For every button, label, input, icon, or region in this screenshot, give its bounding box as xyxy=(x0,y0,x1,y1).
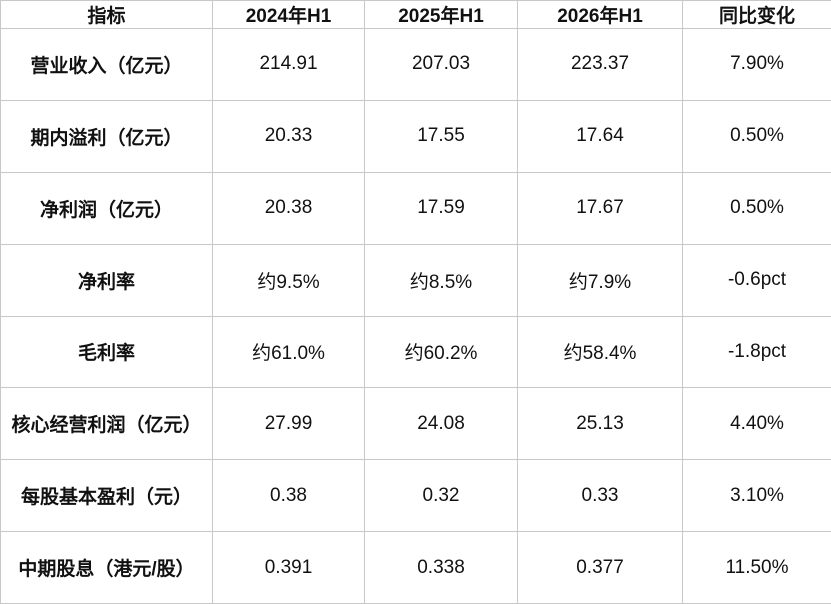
table-cell: 17.59 xyxy=(364,171,518,245)
table-cell: 0.32 xyxy=(364,459,518,533)
table-cell: 17.55 xyxy=(364,99,518,173)
table-row: 每股基本盈利（元） 0.38 0.32 0.33 3.10% xyxy=(0,459,831,533)
table-cell: 约8.5% xyxy=(364,243,518,317)
table-cell: 约60.2% xyxy=(364,315,518,389)
header-row: 指标 2024年H1 2025年H1 2026年H1 同比变化 xyxy=(0,0,831,29)
row-label: 期内溢利（亿元） xyxy=(0,99,213,173)
table-row: 毛利率 约61.0% 约60.2% 约58.4% -1.8pct xyxy=(0,315,831,389)
table-cell: 0.33 xyxy=(517,459,683,533)
header-cell: 2024年H1 xyxy=(212,0,365,29)
table-row: 期内溢利（亿元） 20.33 17.55 17.64 0.50% xyxy=(0,99,831,173)
row-label: 中期股息（港元/股） xyxy=(0,531,213,604)
table-cell: 0.50% xyxy=(682,171,831,245)
table-row: 净利率 约9.5% 约8.5% 约7.9% -0.6pct xyxy=(0,243,831,317)
row-label: 核心经营利润（亿元） xyxy=(0,387,213,461)
row-label: 毛利率 xyxy=(0,315,213,389)
table-cell: 7.90% xyxy=(682,28,831,101)
table-cell: 0.377 xyxy=(517,531,683,604)
row-label: 净利率 xyxy=(0,243,213,317)
table-cell: 约61.0% xyxy=(212,315,365,389)
table-cell: 4.40% xyxy=(682,387,831,461)
table-cell: 223.37 xyxy=(517,28,683,101)
header-cell: 同比变化 xyxy=(682,0,831,29)
table-cell: 0.38 xyxy=(212,459,365,533)
table-head: 指标 2024年H1 2025年H1 2026年H1 同比变化 xyxy=(0,0,831,29)
row-label: 每股基本盈利（元） xyxy=(0,459,213,533)
table-cell: 24.08 xyxy=(364,387,518,461)
table-cell: 20.33 xyxy=(212,99,365,173)
table-cell: 20.38 xyxy=(212,171,365,245)
table-cell: 约7.9% xyxy=(517,243,683,317)
table-cell: 27.99 xyxy=(212,387,365,461)
row-label: 净利润（亿元） xyxy=(0,171,213,245)
table-cell: 0.338 xyxy=(364,531,518,604)
table-cell: -1.8pct xyxy=(682,315,831,389)
table-row: 核心经营利润（亿元） 27.99 24.08 25.13 4.40% xyxy=(0,387,831,461)
table-row: 中期股息（港元/股） 0.391 0.338 0.377 11.50% xyxy=(0,531,831,604)
table-cell: 17.67 xyxy=(517,171,683,245)
table-cell: 0.391 xyxy=(212,531,365,604)
table-cell: 约9.5% xyxy=(212,243,365,317)
row-label: 营业收入（亿元） xyxy=(0,28,213,101)
table-cell: -0.6pct xyxy=(682,243,831,317)
header-cell: 2026年H1 xyxy=(517,0,683,29)
table-cell: 17.64 xyxy=(517,99,683,173)
table-cell: 207.03 xyxy=(364,28,518,101)
header-cell: 指标 xyxy=(0,0,213,29)
header-cell: 2025年H1 xyxy=(364,0,518,29)
table-body: 营业收入（亿元） 214.91 207.03 223.37 7.90% 期内溢利（亿元） 2… xyxy=(0,28,831,604)
table-cell: 11.50% xyxy=(682,531,831,604)
table-row: 营业收入（亿元） 214.91 207.03 223.37 7.90% xyxy=(0,28,831,101)
table-cell: 214.91 xyxy=(212,28,365,101)
table-cell: 25.13 xyxy=(517,387,683,461)
table-row: 净利润（亿元） 20.38 17.59 17.67 0.50% xyxy=(0,171,831,245)
table-cell: 0.50% xyxy=(682,99,831,173)
table-cell: 3.10% xyxy=(682,459,831,533)
table-cell: 约58.4% xyxy=(517,315,683,389)
